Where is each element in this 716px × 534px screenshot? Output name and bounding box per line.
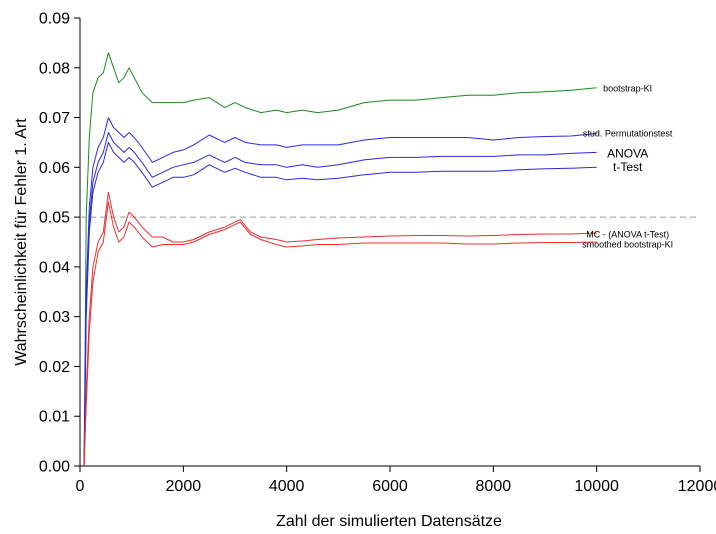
annotation-label: t-Test [613, 160, 643, 174]
y-tick-label: 0.03 [39, 309, 70, 326]
x-tick-label: 8000 [476, 478, 512, 495]
y-tick-label: 0.00 [39, 459, 70, 476]
x-tick-label: 10000 [574, 478, 619, 495]
series-line-mc-anova-t-test [83, 191, 597, 467]
series-line-t-test [83, 141, 597, 467]
y-axis-title: Wahrscheinlichkeit für Fehler 1. Art [13, 118, 30, 366]
series-layer [83, 52, 597, 467]
x-tick-label: 6000 [372, 478, 408, 495]
x-tick-label: 2000 [166, 478, 202, 495]
annotation-label: MC - (ANOVA t-Test) [586, 230, 669, 240]
x-axis-title: Zahl der simulierten Datensätze [276, 513, 502, 530]
y-tick-label: 0.02 [39, 359, 70, 376]
series-line-anova [83, 132, 597, 467]
annotation-label: smoothed bootstrap-KI [582, 239, 673, 249]
series-line-stud-permutationstest [83, 117, 597, 467]
series-line-smoothed-bootstrap-ki [83, 201, 597, 467]
annotation-layer: bootstrap-KI stud. Permutationstest ANOVAt… [582, 84, 673, 250]
y-tick-label: 0.05 [39, 210, 70, 227]
y-ticks: 0.00 0.01 0.02 0.03 0.04 0.05 0.06 0.07 0.08 0.09 [39, 11, 80, 476]
y-tick-label: 0.01 [39, 409, 70, 426]
annotation-label: stud. Permutationstest [583, 128, 673, 138]
y-tick-label: 0.06 [39, 160, 70, 177]
annotation-label: bootstrap-KI [603, 84, 652, 94]
y-tick-label: 0.09 [39, 11, 70, 28]
y-tick-label: 0.08 [39, 60, 70, 77]
series-line-bootstrap-ki [83, 52, 597, 467]
x-tick-label: 0 [76, 478, 85, 495]
y-tick-label: 0.07 [39, 110, 70, 127]
x-tick-label: 4000 [269, 478, 305, 495]
x-tick-label: 12000 [678, 478, 716, 495]
y-tick-label: 0.04 [39, 259, 70, 276]
x-ticks: 0 2000 4000 6000 8000 10000 12000 [76, 466, 716, 495]
annotation-label: ANOVA [607, 146, 648, 160]
